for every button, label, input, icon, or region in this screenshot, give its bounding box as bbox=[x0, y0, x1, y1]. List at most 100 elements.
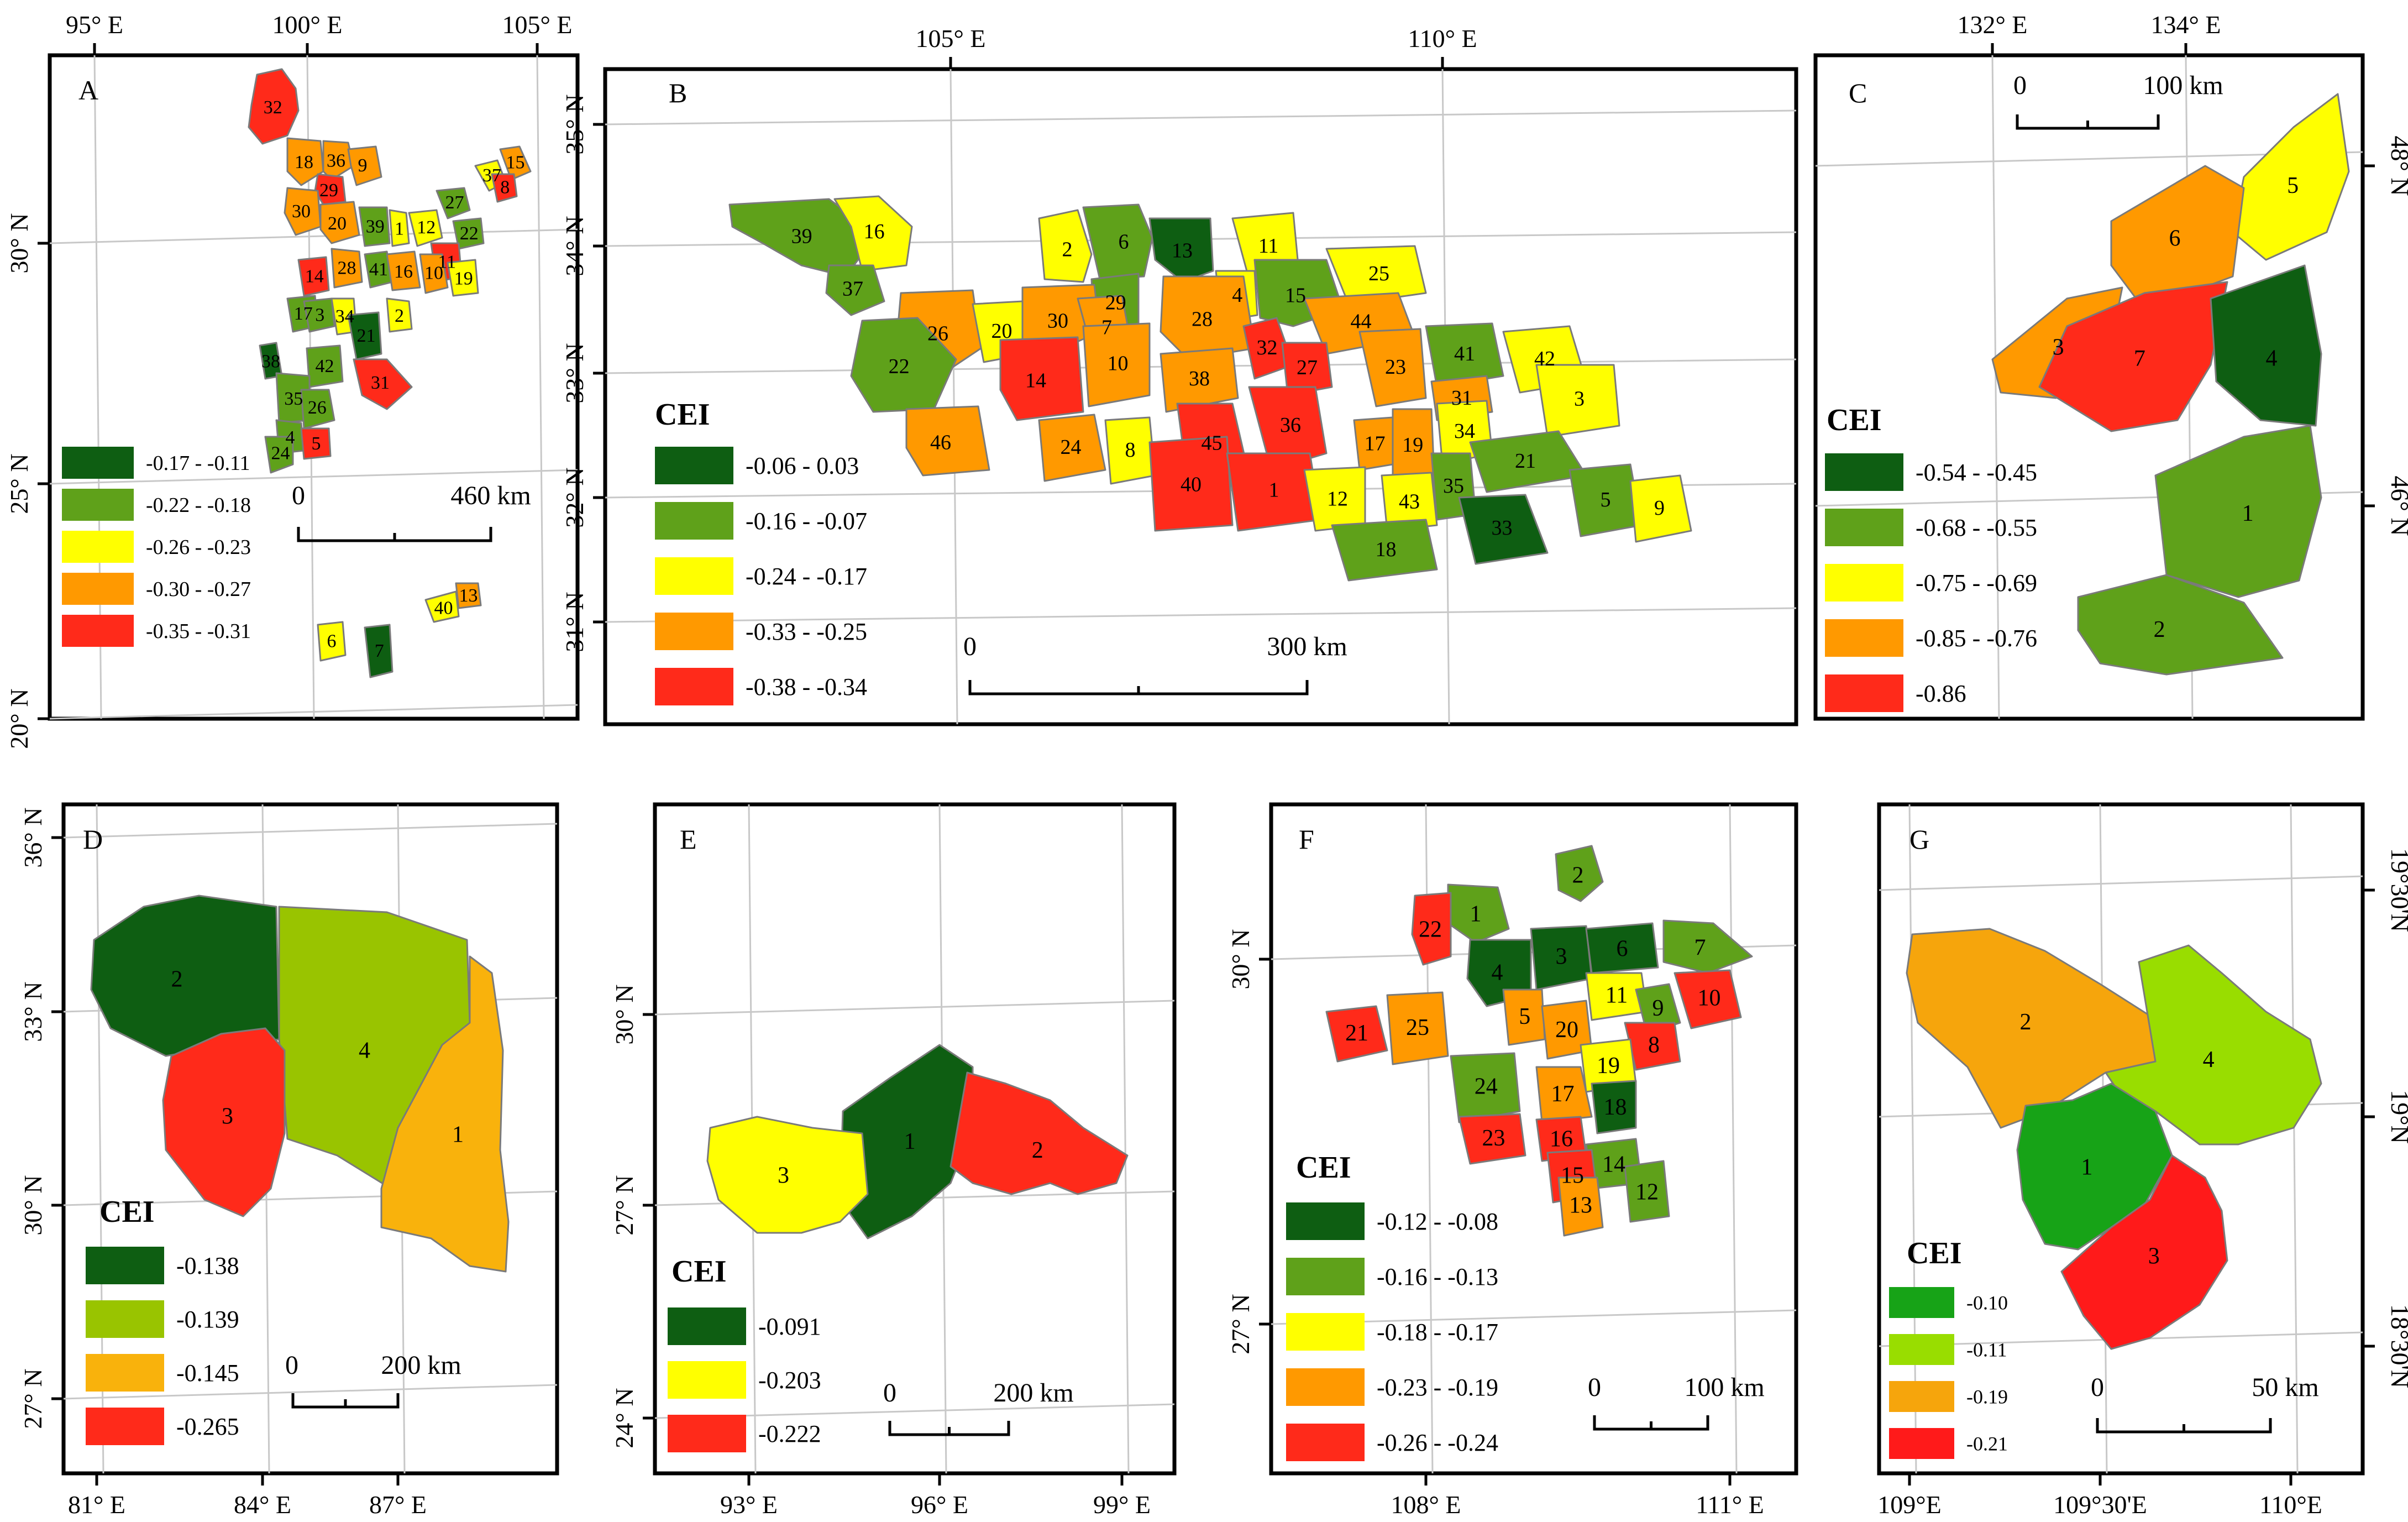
legend-label: -0.145 bbox=[176, 1359, 239, 1387]
region-label: 2 bbox=[1032, 1138, 1043, 1163]
legend-swatch bbox=[1889, 1334, 1954, 1365]
scale-bar-line bbox=[297, 527, 492, 542]
legend-label: -0.35 - -0.31 bbox=[146, 620, 251, 643]
coord-label-bottom: 84° E bbox=[234, 1490, 291, 1519]
coord-label-left: 25° N bbox=[5, 453, 33, 514]
region-a-20 bbox=[319, 201, 360, 244]
coord-label-bottom: 111° E bbox=[1696, 1490, 1764, 1519]
legend-title: CEI bbox=[671, 1254, 727, 1289]
panel-letter: C bbox=[1849, 77, 1867, 108]
coord-label-top: 110° E bbox=[1408, 24, 1477, 53]
legend-swatch bbox=[62, 447, 134, 479]
region-b-17 bbox=[1353, 416, 1394, 471]
region-e-3 bbox=[706, 1116, 869, 1234]
legend-label: -0.68 - -0.55 bbox=[1916, 514, 2037, 541]
region-label: 7 bbox=[375, 641, 384, 661]
graticule-parallel bbox=[1879, 875, 2363, 891]
region-a-3 bbox=[303, 297, 335, 333]
region-label: 7 bbox=[1694, 935, 1706, 961]
legend-swatch bbox=[86, 1408, 164, 1445]
legend-swatch bbox=[1889, 1381, 1954, 1412]
region-a-39 bbox=[358, 206, 391, 247]
coord-label-left: 24° N bbox=[610, 1388, 638, 1448]
region-b-23 bbox=[1358, 328, 1427, 407]
region-f-25 bbox=[1386, 991, 1449, 1065]
scale-end-label: 300 km bbox=[1267, 632, 1347, 661]
legend: CEI-0.17 - -0.11-0.22 - -0.18-0.26 - -0.… bbox=[62, 443, 251, 647]
graticule-parallel bbox=[63, 823, 558, 839]
region-a-40 bbox=[424, 590, 460, 623]
scale-end-label: 50 km bbox=[2252, 1373, 2318, 1402]
region-label: 4 bbox=[359, 1038, 370, 1064]
legend-swatch bbox=[62, 531, 134, 563]
region-label: 19 bbox=[454, 268, 473, 289]
region-label: 2 bbox=[2154, 617, 2165, 642]
region-label: 24 bbox=[271, 443, 290, 464]
region-label: 1 bbox=[2081, 1155, 2092, 1180]
region-label: 39 bbox=[366, 217, 385, 237]
region-label: 30 bbox=[1047, 309, 1068, 332]
panel-letter: G bbox=[1909, 824, 1929, 855]
scale-bar: 0 300 km bbox=[963, 632, 1347, 695]
legend: CEI-0.10 -0.11 -0.19 -0.21 bbox=[1889, 1236, 2008, 1459]
region-label: 15 bbox=[1285, 284, 1306, 307]
region-label: 13 bbox=[1569, 1193, 1592, 1218]
region-b-41 bbox=[1425, 322, 1504, 388]
legend-swatch bbox=[86, 1354, 164, 1392]
legend-label: -0.222 bbox=[758, 1420, 821, 1447]
region-label: 14 bbox=[305, 266, 324, 287]
region-label: 2 bbox=[2020, 1010, 2032, 1035]
region-label: 2 bbox=[395, 306, 404, 326]
coord-label-right: 48° N bbox=[2386, 135, 2408, 196]
legend-swatch bbox=[1286, 1424, 1365, 1461]
coord-label-right: 18°30'N bbox=[2386, 1304, 2408, 1388]
region-d-3 bbox=[162, 1027, 286, 1217]
region-b-9 bbox=[1629, 474, 1692, 543]
region-label: 31 bbox=[1451, 386, 1472, 410]
legend-label: -0.06 - 0.03 bbox=[746, 452, 859, 479]
region-a-36 bbox=[322, 140, 355, 181]
coord-label-top: 105° E bbox=[502, 11, 573, 39]
legend: CEI -0.091 -0.203 -0.222 bbox=[668, 1254, 821, 1452]
legend-swatch bbox=[1286, 1368, 1365, 1406]
coord-label-left: 30° N bbox=[610, 984, 638, 1044]
region-label: 2 bbox=[1572, 863, 1584, 888]
region-label: 30 bbox=[292, 201, 311, 222]
region-b-14 bbox=[999, 336, 1084, 421]
region-label: 19 bbox=[1597, 1053, 1620, 1079]
region-a-42 bbox=[306, 344, 344, 388]
region-label: 19 bbox=[1402, 433, 1423, 457]
region-label: 15 bbox=[1561, 1163, 1584, 1189]
region-label: 24 bbox=[1061, 436, 1082, 459]
legend-swatch bbox=[86, 1247, 164, 1284]
region-a-16 bbox=[386, 250, 421, 291]
region-a-8 bbox=[491, 173, 518, 203]
region-label: 3 bbox=[315, 305, 324, 326]
region-label: 6 bbox=[1617, 937, 1628, 962]
graticule-meridian bbox=[93, 55, 102, 719]
region-e-2 bbox=[949, 1071, 1129, 1195]
region-label: 18 bbox=[295, 152, 313, 172]
scale-bar-line bbox=[2096, 1418, 2272, 1434]
region-label: 20 bbox=[328, 213, 347, 234]
region-label: 4 bbox=[1492, 960, 1503, 986]
panel-letter: D bbox=[83, 824, 103, 855]
legend-label: -0.75 - -0.69 bbox=[1916, 569, 2037, 597]
region-c-2 bbox=[2077, 574, 2284, 676]
region-f-23 bbox=[1458, 1113, 1526, 1165]
region-label: 20 bbox=[1555, 1017, 1578, 1043]
region-f-6 bbox=[1585, 922, 1659, 974]
region-label: 22 bbox=[889, 355, 910, 378]
region-g-3 bbox=[2060, 1154, 2228, 1350]
region-b-27 bbox=[1281, 342, 1333, 396]
region-b-46 bbox=[905, 405, 990, 477]
region-label: 16 bbox=[864, 220, 885, 243]
region-label: 8 bbox=[1648, 1032, 1660, 1058]
legend-swatch bbox=[655, 557, 733, 595]
region-label: 40 bbox=[434, 598, 453, 619]
region-label: 13 bbox=[1172, 239, 1193, 262]
scale-bar: 0 100 km bbox=[1588, 1373, 1765, 1431]
region-label: 4 bbox=[2203, 1047, 2215, 1073]
